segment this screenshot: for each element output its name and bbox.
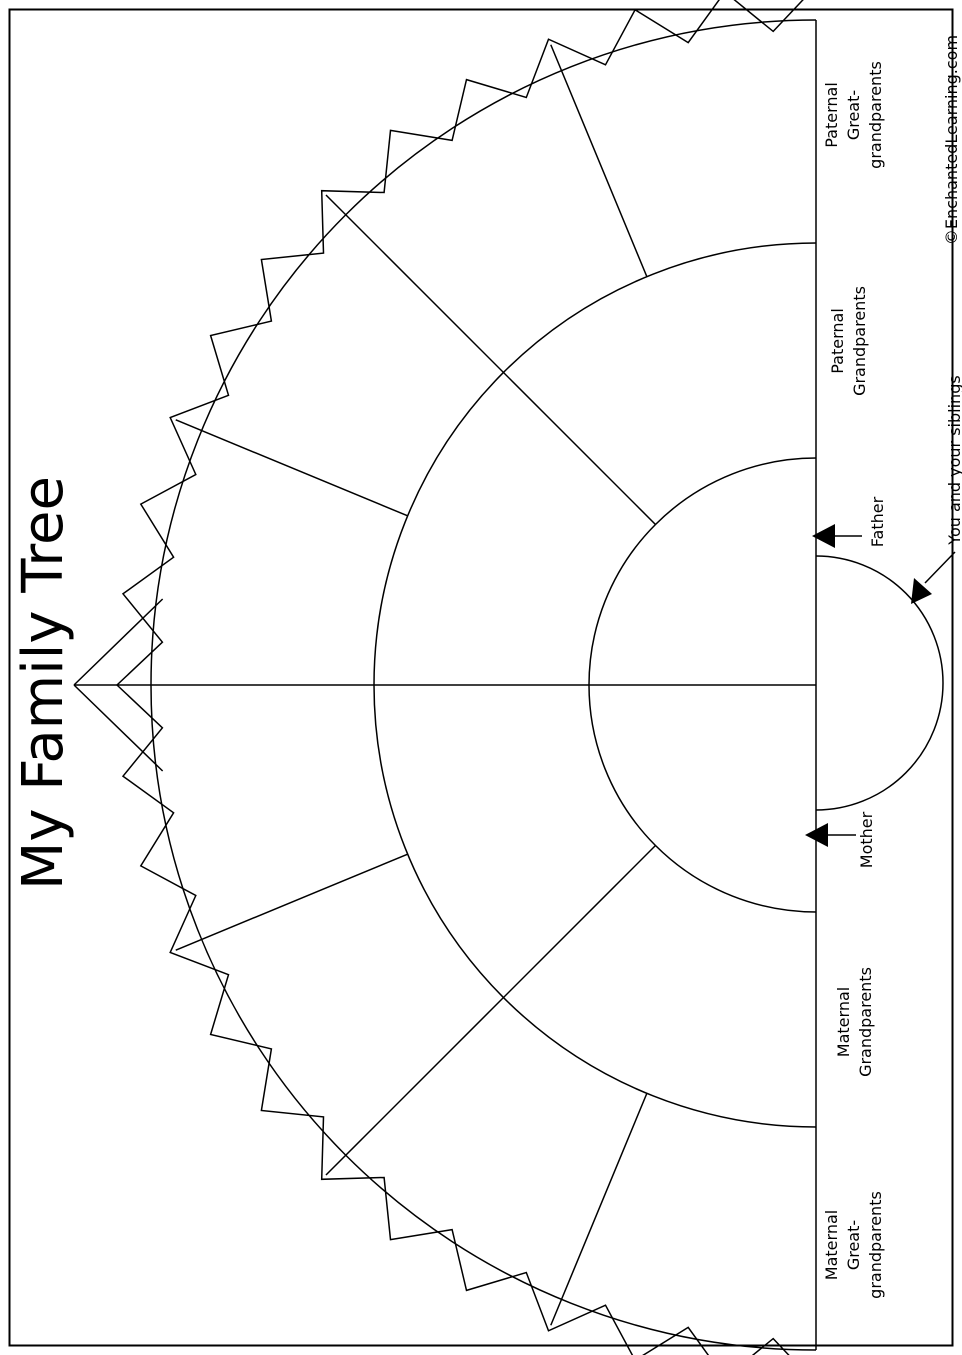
svg-text:Paternal: Paternal [822,82,841,148]
siblings-semicircle [815,555,944,811]
label-paternal-great-grandparents: Paternal Great- grandparents [822,61,885,169]
label-father: Father [868,496,887,547]
label-maternal-grandparents: Maternal Grandparents [834,967,875,1077]
label-you-and-siblings: You and your siblings [945,375,962,545]
peak-edge [73,598,164,686]
great-grandparent-divider [550,1093,648,1326]
grandparent-divider [325,844,657,1176]
svg-text:Maternal: Maternal [822,1210,841,1280]
leaf-border [115,0,804,1355]
label-paternal-grandparents: Paternal Grandparents [828,286,869,396]
label-mother: Mother [857,811,876,868]
svg-text:Grandparents: Grandparents [856,967,875,1077]
svg-text:Great-: Great- [844,1220,863,1270]
svg-text:grandparents: grandparents [866,61,885,169]
svg-text:Grandparents: Grandparents [850,286,869,396]
siblings-arrow [911,551,956,604]
father-arrow [812,524,862,548]
svg-text:Maternal: Maternal [834,987,853,1057]
peak-edge [73,684,164,772]
mother-arrow [805,823,856,847]
great-grandparent-divider [550,44,648,277]
page-border [8,8,954,1347]
grandparent-divider [325,194,657,526]
great-grandparent-divider [175,853,408,951]
svg-text:Paternal: Paternal [828,308,847,374]
svg-text:Great-: Great- [844,90,863,140]
label-maternal-great-grandparents: Maternal Great- grandparents [822,1191,885,1299]
page-title: My Family Tree [11,476,76,890]
credit-text: ©EnchantedLearning.com [942,35,961,245]
great-grandparent-divider [175,419,408,517]
family-tree-fan [73,0,944,1355]
svg-text:grandparents: grandparents [866,1191,885,1299]
